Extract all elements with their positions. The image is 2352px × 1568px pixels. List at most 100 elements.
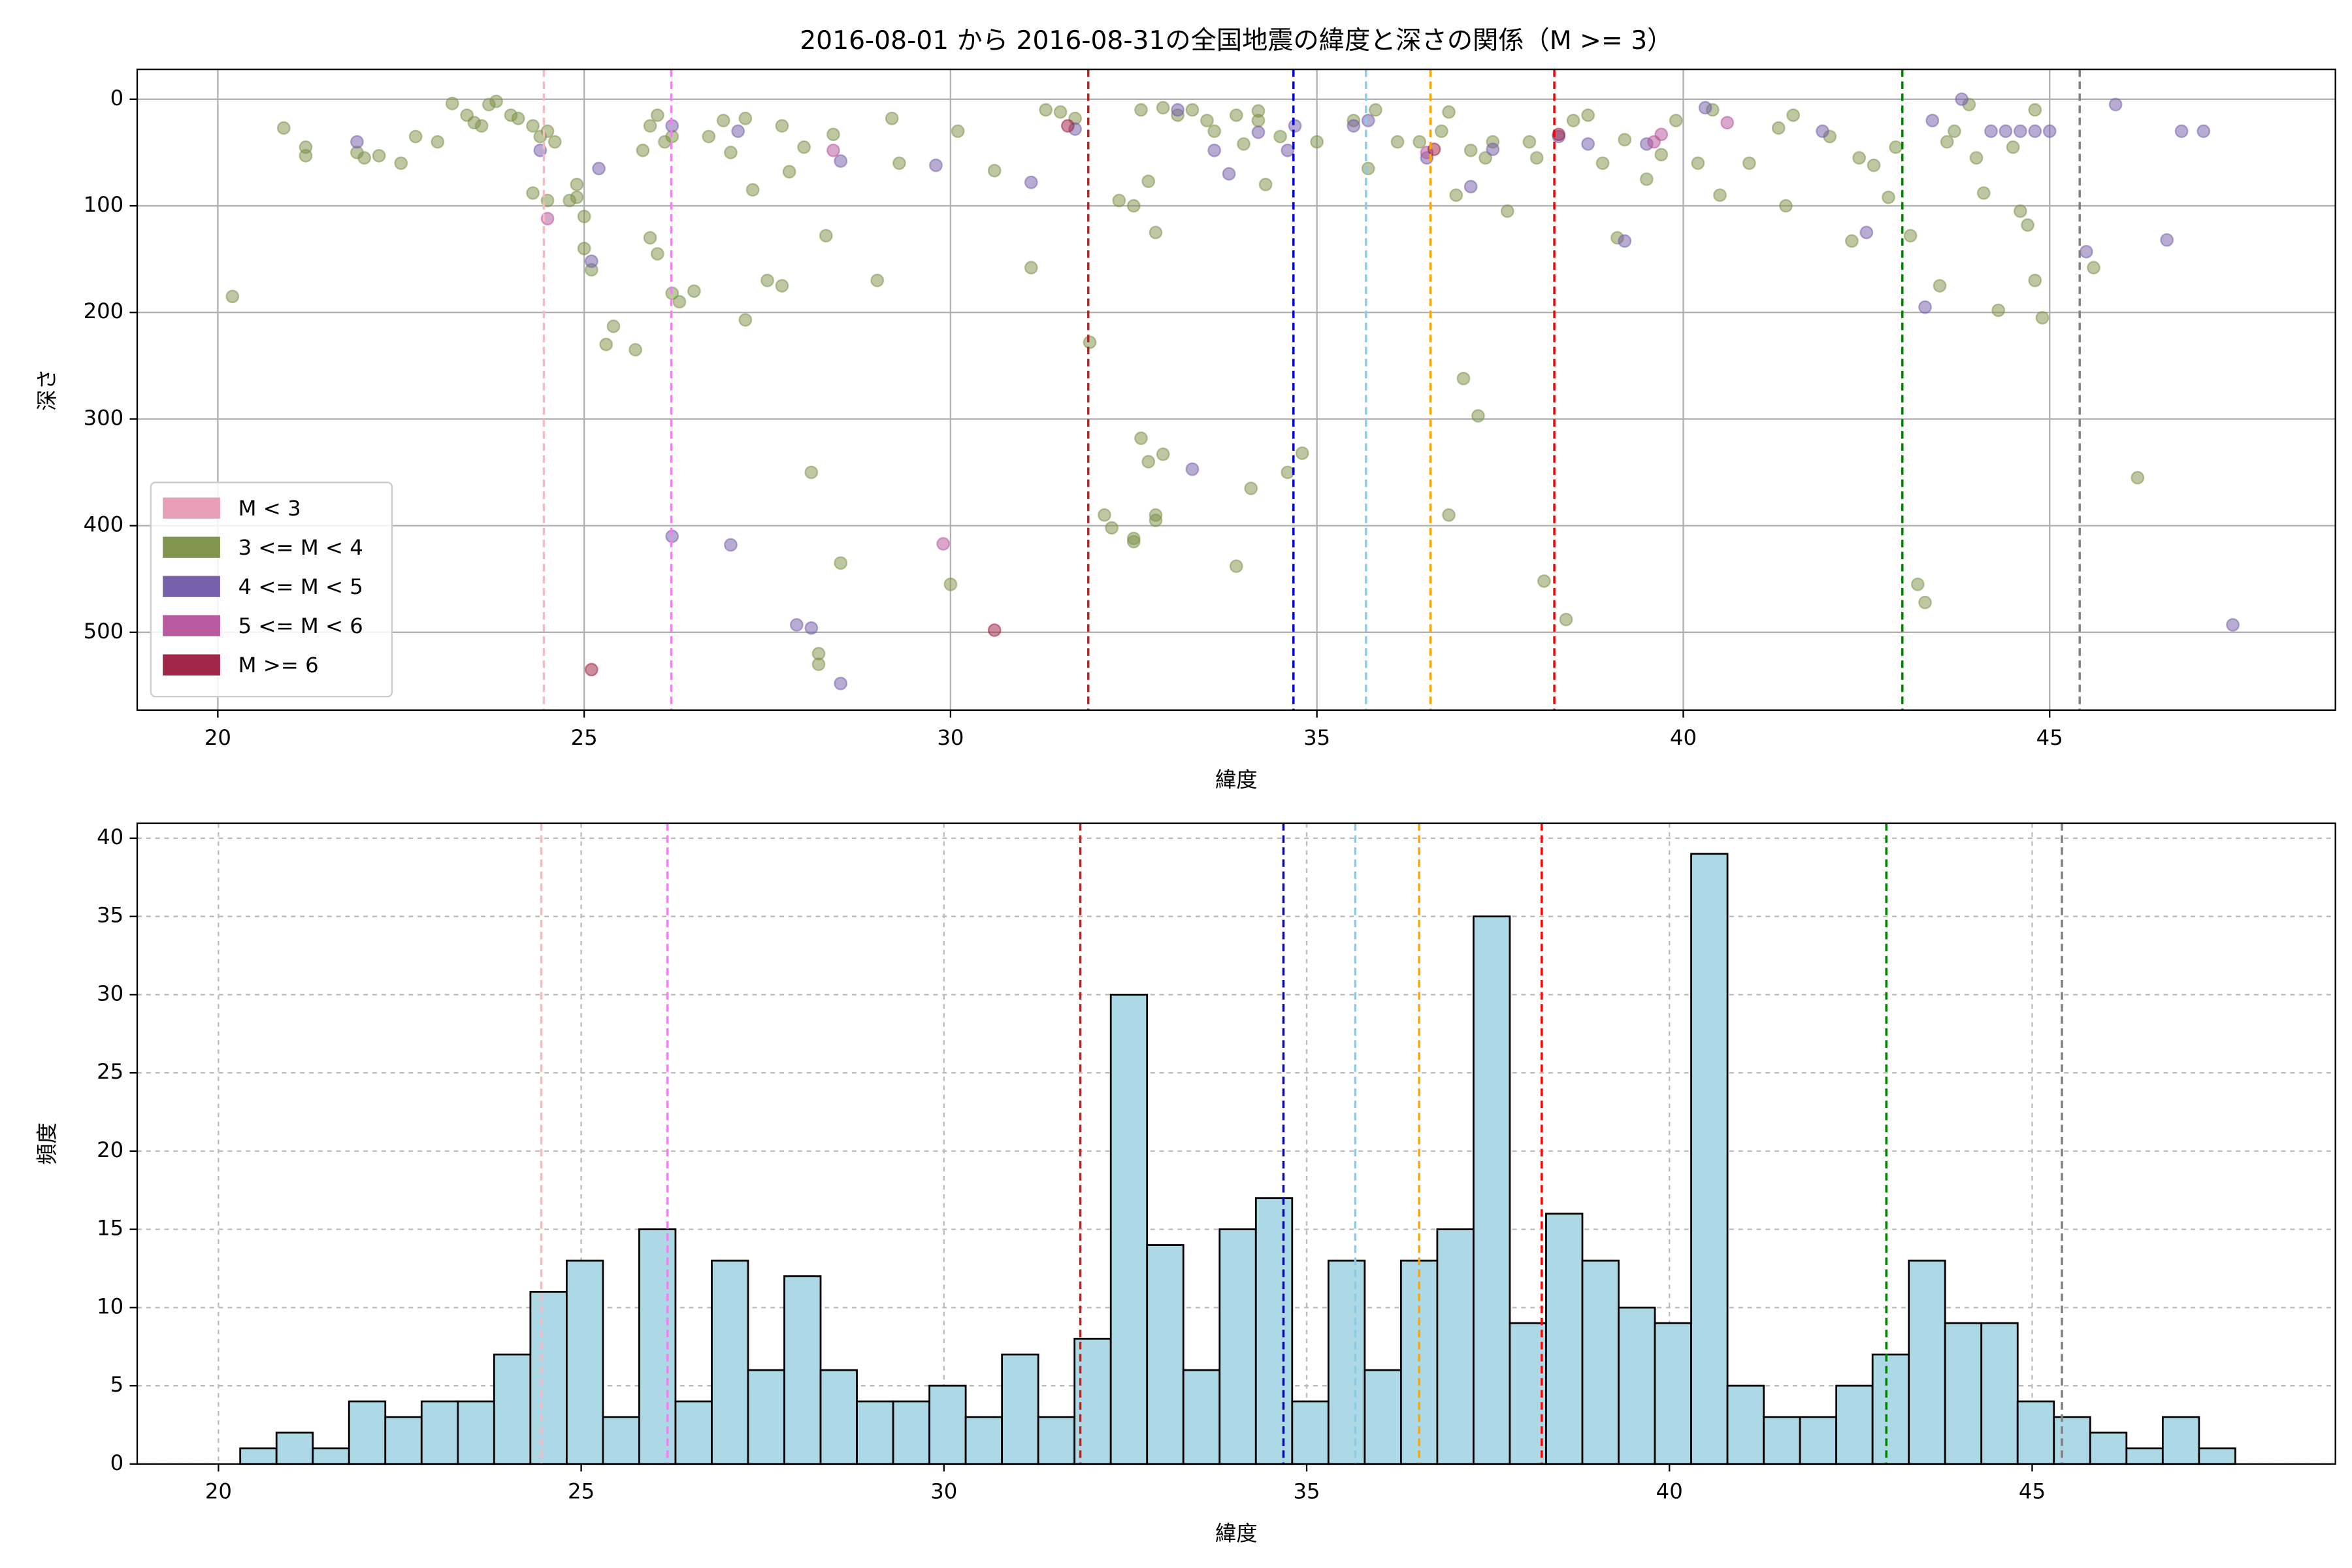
point bbox=[1691, 156, 1705, 171]
point bbox=[1889, 140, 1903, 154]
point bbox=[1134, 431, 1148, 446]
point bbox=[2226, 617, 2240, 632]
point bbox=[782, 165, 796, 179]
y-tick-label: 400 bbox=[84, 512, 124, 537]
x-tick-label: 25 bbox=[568, 1479, 595, 1504]
point bbox=[885, 111, 899, 125]
bar bbox=[1654, 1322, 1692, 1465]
point bbox=[650, 108, 664, 122]
legend-box bbox=[150, 482, 393, 698]
point bbox=[951, 124, 965, 139]
point bbox=[1149, 508, 1163, 522]
point bbox=[2028, 273, 2042, 287]
point bbox=[2042, 124, 2057, 139]
x-tick-label: 35 bbox=[1293, 1479, 1320, 1504]
point bbox=[1816, 124, 1829, 139]
point bbox=[1933, 279, 1947, 293]
y-tick-label: 25 bbox=[97, 1059, 123, 1084]
y-tick-label: 100 bbox=[84, 192, 124, 217]
bar bbox=[1799, 1416, 1838, 1465]
legend-label: 3 <= M < 4 bbox=[238, 535, 363, 560]
bar bbox=[928, 1384, 967, 1465]
point bbox=[2035, 311, 2050, 325]
point bbox=[1024, 175, 1038, 189]
point bbox=[1156, 101, 1170, 115]
point bbox=[1126, 531, 1141, 546]
point bbox=[1713, 188, 1727, 203]
x-tick-label: 30 bbox=[937, 725, 964, 750]
bar bbox=[602, 1416, 640, 1465]
plot-frame bbox=[136, 822, 2336, 1465]
bar bbox=[1254, 1197, 1294, 1465]
point bbox=[584, 662, 598, 677]
point bbox=[2174, 124, 2189, 139]
x-tick-label: 40 bbox=[1670, 725, 1697, 750]
point bbox=[826, 127, 840, 142]
bar bbox=[2161, 1416, 2200, 1465]
point bbox=[1581, 137, 1595, 151]
point bbox=[1434, 124, 1448, 139]
point bbox=[1171, 103, 1184, 117]
point bbox=[1456, 372, 1471, 385]
bar bbox=[2053, 1416, 2091, 1465]
point bbox=[1288, 119, 1302, 133]
bar bbox=[819, 1369, 858, 1465]
point bbox=[987, 163, 1002, 178]
point bbox=[716, 114, 730, 127]
x-tick-label: 45 bbox=[2019, 1479, 2046, 1504]
bar bbox=[1726, 1384, 1765, 1465]
bar bbox=[384, 1416, 423, 1465]
point bbox=[834, 556, 848, 570]
point bbox=[2028, 124, 2042, 139]
point bbox=[1024, 261, 1038, 275]
bar bbox=[312, 1447, 350, 1465]
point bbox=[1185, 462, 1200, 476]
point bbox=[1500, 204, 1514, 218]
point bbox=[2013, 204, 2027, 218]
point bbox=[1222, 167, 1236, 181]
point bbox=[702, 129, 716, 144]
point bbox=[1771, 121, 1786, 135]
point bbox=[790, 617, 804, 632]
point bbox=[474, 119, 489, 133]
bar bbox=[1908, 1260, 1946, 1465]
point bbox=[1955, 92, 1969, 106]
point bbox=[2028, 103, 2042, 117]
point bbox=[834, 154, 848, 168]
point bbox=[570, 178, 584, 191]
point bbox=[643, 119, 657, 133]
point bbox=[1281, 465, 1295, 480]
bar bbox=[275, 1431, 314, 1465]
point bbox=[745, 183, 760, 197]
bar bbox=[1327, 1260, 1366, 1465]
legend-swatch bbox=[163, 536, 220, 558]
point bbox=[357, 151, 372, 165]
point bbox=[1463, 180, 1478, 194]
point bbox=[1273, 129, 1287, 144]
point bbox=[1112, 193, 1126, 208]
point bbox=[2087, 261, 2100, 275]
point bbox=[372, 148, 386, 163]
point bbox=[2108, 97, 2123, 112]
legend-swatch bbox=[163, 615, 220, 636]
point bbox=[1882, 190, 1895, 204]
point bbox=[1134, 103, 1148, 117]
bar bbox=[2198, 1447, 2236, 1465]
x-tick-label: 20 bbox=[205, 1479, 232, 1504]
y-tick-label: 5 bbox=[110, 1372, 124, 1397]
point bbox=[2160, 233, 2174, 247]
point bbox=[1984, 124, 1998, 139]
bar bbox=[348, 1400, 387, 1465]
point bbox=[489, 94, 503, 108]
legend-swatch bbox=[163, 576, 220, 597]
point bbox=[1940, 135, 1954, 149]
point bbox=[1251, 125, 1266, 139]
point bbox=[225, 289, 240, 304]
point bbox=[1141, 174, 1156, 188]
point bbox=[1229, 108, 1243, 122]
bar bbox=[892, 1400, 930, 1465]
point bbox=[577, 209, 591, 223]
point bbox=[1559, 612, 1573, 627]
point bbox=[2197, 124, 2211, 139]
chart-title: 2016-08-01 から 2016-08-31の全国地震の緯度と深さの関係（M… bbox=[800, 26, 1673, 56]
